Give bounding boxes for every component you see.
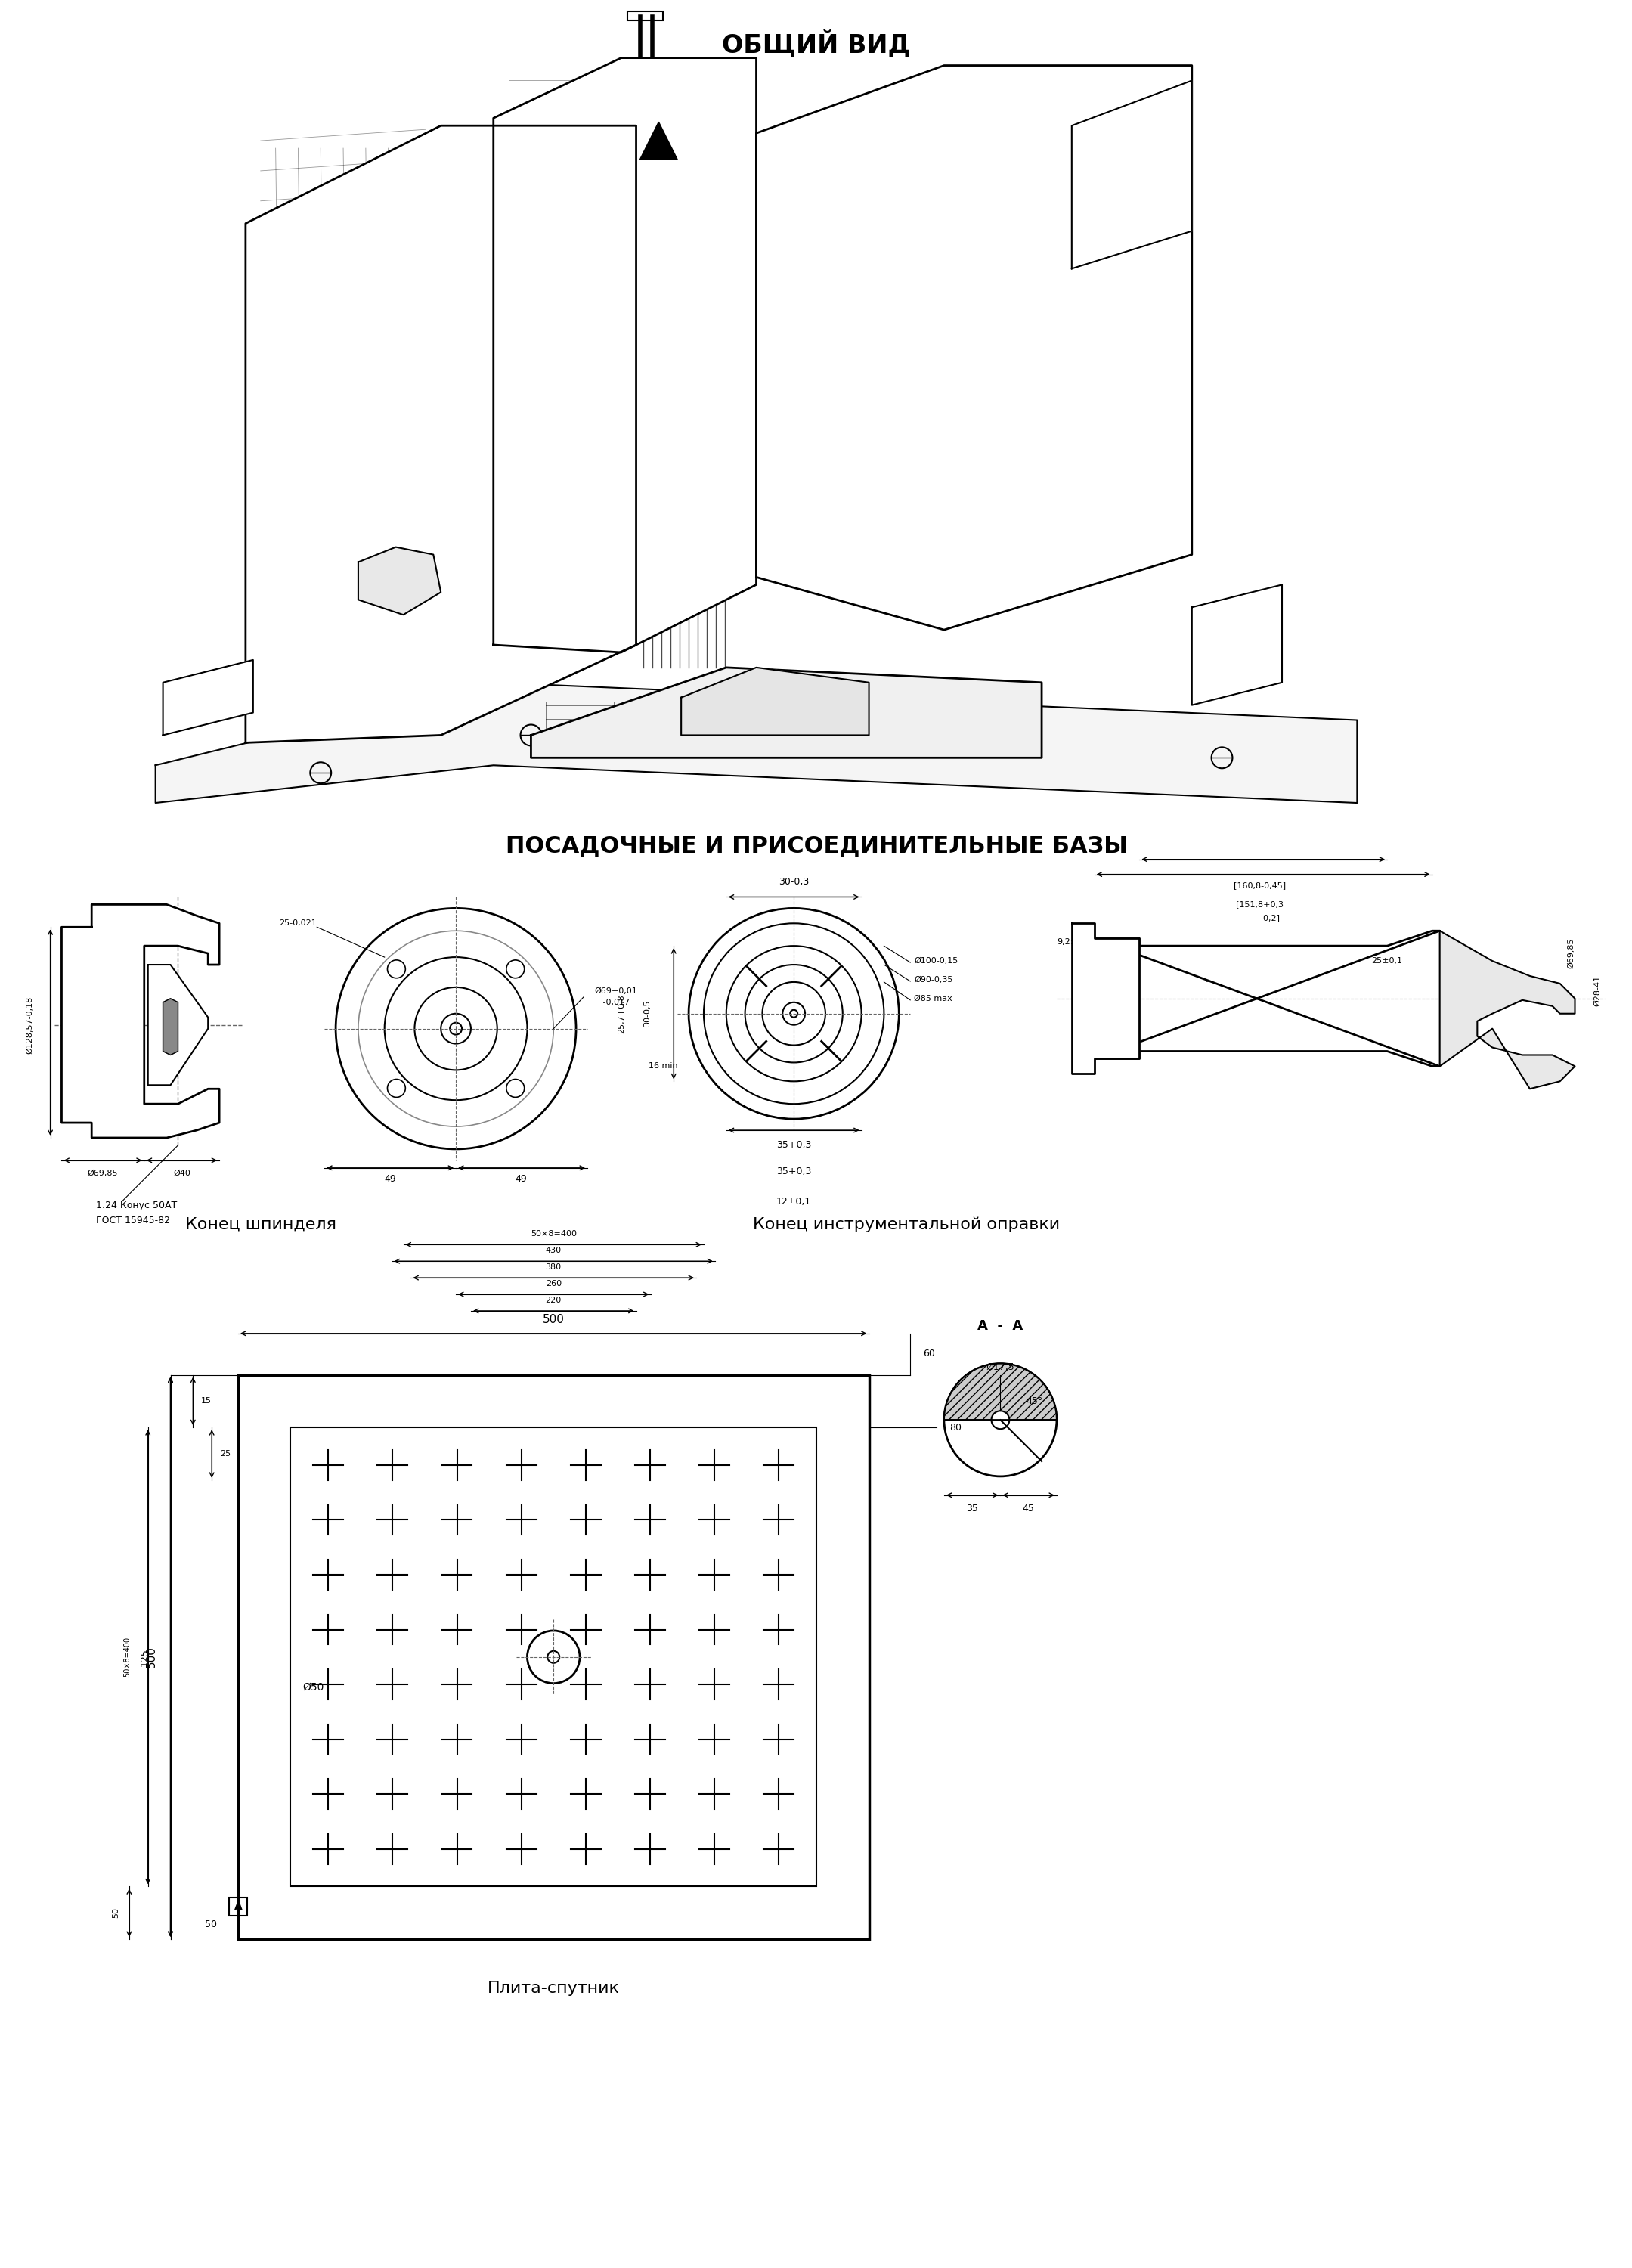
Text: Ø50: Ø50 [302,1683,323,1692]
Polygon shape [493,59,756,653]
Text: Ø128,57-0,18: Ø128,57-0,18 [26,996,34,1055]
Text: 25-0,021: 25-0,021 [279,919,317,928]
Polygon shape [163,660,253,735]
Text: 80: 80 [950,1422,961,1433]
Polygon shape [1072,79,1191,268]
Bar [238,1374,868,1939]
Text: Ø17,5: Ø17,5 [986,1363,1015,1372]
Text: Конец инструментальной оправки: Конец инструментальной оправки [752,1216,1061,1232]
Text: 50: 50 [206,1919,217,1930]
Text: 125: 125 [139,1649,149,1667]
Text: 50×8=400: 50×8=400 [530,1229,576,1238]
Text: 220: 220 [545,1297,561,1304]
Text: Ø69,85: Ø69,85 [88,1170,118,1177]
Text: 126,8-0,25: 126,8-0,25 [1200,957,1245,964]
Text: 1:24 Конус 50АТ: 1:24 Конус 50АТ [96,1200,178,1211]
Text: 9,2±0: 9,2±0 [1058,939,1084,946]
Text: [160,8-0,45]: [160,8-0,45] [1234,882,1286,889]
Text: 49: 49 [516,1175,527,1184]
Text: Ø90-0,35: Ø90-0,35 [914,975,953,984]
Bar [1084,186,1136,202]
Bar [627,11,663,20]
Text: 50×8=400: 50×8=400 [122,1637,131,1676]
Text: Плита-спутник: Плита-спутник [488,1980,620,1996]
Text: -0,2]: -0,2] [1239,914,1279,921]
Text: Ø28-41: Ø28-41 [1594,975,1601,1007]
Text: 49: 49 [385,1175,397,1184]
Text: Ø69+0,01: Ø69+0,01 [594,987,638,996]
Text: A: A [233,1901,242,1912]
Bar [1084,156,1136,179]
Polygon shape [155,683,1358,803]
Text: 35+0,3: 35+0,3 [777,1141,811,1150]
Polygon shape [1191,585,1283,705]
Text: Ø40: Ø40 [173,1170,191,1177]
Bar [290,1427,816,1887]
Text: Ø85 max: Ø85 max [914,996,953,1002]
Polygon shape [1439,930,1575,1089]
Text: 16 min: 16 min [648,1061,677,1070]
Text: ПОСАДОЧНЫЕ И ПРИСОЕДИНИТЕЛЬНЫЕ БАЗЫ: ПОСАДОЧНЫЕ И ПРИСОЕДИНИТЕЛЬНЫЕ БАЗЫ [506,835,1128,857]
Polygon shape [149,964,207,1084]
Text: ОБЩИЙ ВИД: ОБЩИЙ ВИД [723,29,911,59]
Text: 25: 25 [220,1449,230,1458]
Text: 3,2±0,2: 3,2±0,2 [1204,975,1239,984]
Text: 45°: 45° [1027,1397,1043,1406]
Text: -0,017: -0,017 [594,998,630,1007]
Text: ГОСТ 15945-82: ГОСТ 15945-82 [96,1216,170,1225]
Text: 35+0,3: 35+0,3 [777,1166,811,1177]
Text: 30-0,5: 30-0,5 [643,1000,651,1027]
Text: 25,7+0,8: 25,7+0,8 [617,993,625,1034]
Bar [1084,118,1136,147]
Bar [1084,209,1136,220]
Bar [228,1898,246,1916]
Polygon shape [681,667,868,735]
Text: 60: 60 [924,1349,935,1359]
Text: Конец шпинделя: Конец шпинделя [184,1216,336,1232]
Polygon shape [245,125,636,742]
Text: 25±0,1: 25±0,1 [1371,957,1402,964]
Polygon shape [943,1363,1056,1420]
Text: 45: 45 [1022,1504,1035,1513]
Text: 30-0,3: 30-0,3 [778,878,809,887]
Polygon shape [640,122,677,159]
Polygon shape [359,547,441,615]
Text: [151,8+0,3: [151,8+0,3 [1235,900,1283,907]
Polygon shape [530,667,1041,758]
Text: 430: 430 [545,1247,561,1254]
Text: 380: 380 [545,1263,561,1270]
Text: 15: 15 [201,1397,212,1404]
Text: 12±0,1: 12±0,1 [777,1198,811,1207]
Text: Ø69,85: Ø69,85 [1567,939,1575,968]
Polygon shape [163,998,178,1055]
Text: A  -  A: A - A [978,1320,1023,1334]
Polygon shape [1095,930,1439,1066]
Text: Ø100-0,15: Ø100-0,15 [914,957,958,964]
Circle shape [991,1411,1010,1429]
Text: 50: 50 [113,1907,119,1919]
Polygon shape [1072,923,1139,1073]
Polygon shape [756,66,1191,631]
Text: 500: 500 [542,1313,565,1325]
Text: 500: 500 [145,1647,157,1667]
Text: 260: 260 [545,1279,561,1288]
Polygon shape [62,905,219,1139]
Text: 35: 35 [966,1504,978,1513]
